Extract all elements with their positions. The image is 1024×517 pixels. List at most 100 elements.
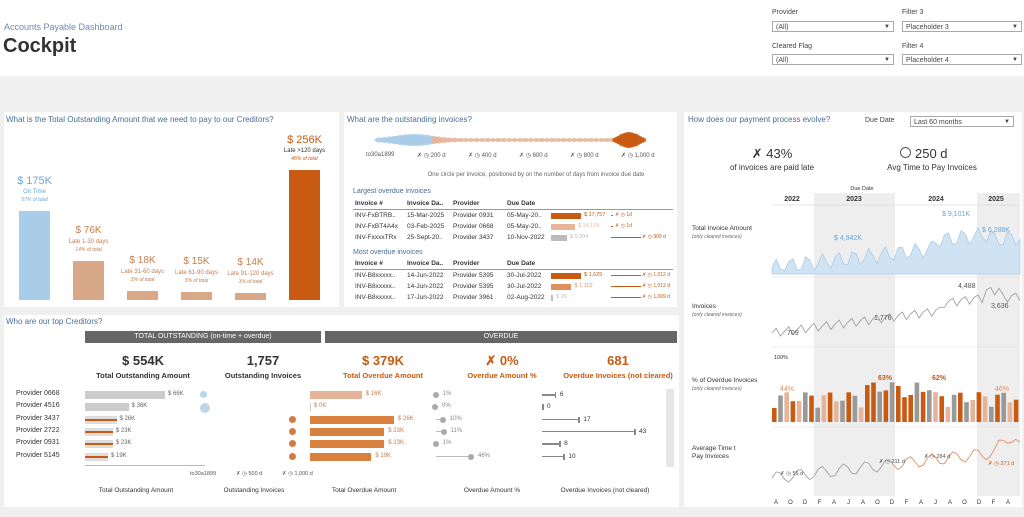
outstanding-bar[interactable]	[289, 170, 320, 300]
axis-tick-label: ✗ ◷ 600 d	[519, 153, 548, 159]
invoices-annotation: 709	[787, 330, 799, 337]
invoice-dot	[490, 137, 496, 143]
overdue-bar[interactable]	[310, 427, 385, 436]
overdue-bar[interactable]	[310, 391, 362, 399]
kpi-value: ✗ 0%	[485, 353, 519, 368]
pct-bar	[914, 382, 920, 422]
invoice-dot	[578, 137, 583, 143]
scrollbar[interactable]	[666, 389, 674, 467]
axis-footer: Total Outstanding Amount	[98, 487, 174, 494]
table-cell-due: 05-May-20..	[507, 212, 542, 219]
pct-bar	[896, 386, 901, 422]
provider-select[interactable]: (All) ▼	[772, 21, 894, 32]
count-line	[542, 418, 579, 421]
row-sublabel: (only cleared invoices)	[692, 234, 742, 240]
invoice-dot	[563, 138, 567, 142]
invoices-title: What are the outstanding invoices?	[347, 115, 472, 124]
pct-bar	[809, 395, 814, 422]
outstanding-bar[interactable]	[19, 211, 50, 300]
pct-bar	[821, 395, 827, 422]
pct-bar	[796, 400, 802, 422]
outstanding-bar-amount: $ 15K	[183, 256, 210, 268]
outstanding-bar[interactable]	[127, 290, 158, 300]
chevron-down-icon: ▼	[884, 24, 890, 30]
outstanding-bar-label: Late >120 days	[283, 148, 326, 154]
provider-name[interactable]: Provider 2722	[16, 426, 60, 434]
total-bar[interactable]	[85, 391, 165, 399]
filter4-select[interactable]: Placeholder 4 ▼	[902, 54, 1022, 65]
outstanding-bar-label: Late 31-60 days	[120, 268, 165, 275]
time-annotation: ✗ ◷ 271 d	[988, 460, 1014, 467]
pct-annotation: 62%	[932, 375, 947, 382]
table-cell-invoice[interactable]: INV-B8xxxxx..	[355, 283, 396, 290]
pct-bar	[1007, 402, 1013, 422]
provider-name[interactable]: Provider 3437	[16, 414, 60, 422]
overdue-value: $ 23K	[388, 440, 404, 447]
chevron-down-icon: ▼	[884, 57, 890, 63]
month-label: A	[948, 500, 952, 506]
creditors-title: Who are our top Creditors?	[6, 317, 103, 326]
count-value: 43	[639, 427, 647, 435]
due-date-select[interactable]: Last 60 months ▼	[910, 116, 1014, 127]
invoices-annotation: 1,776	[874, 315, 892, 322]
pct-bar	[989, 406, 994, 422]
outstanding-bar[interactable]	[235, 292, 266, 300]
pct-bar	[815, 407, 820, 422]
year-label: 2025	[988, 196, 1004, 203]
invoices-annotation: 4,488	[958, 283, 976, 290]
pct-bar	[858, 407, 864, 422]
outstanding-bar[interactable]	[181, 292, 212, 300]
creditors-panel: Who are our top Creditors? TOTAL OUTSTAN…	[4, 315, 679, 507]
table-cell-invoice[interactable]: INV-B8xxxxx..	[355, 294, 396, 301]
table-cell-invoice[interactable]: INV-FxBTRB..	[355, 212, 396, 219]
pct-bar	[970, 400, 975, 422]
invoice-dot	[289, 415, 296, 423]
count-tick	[542, 404, 544, 411]
row-sublabel: (only cleared invoices)	[692, 312, 742, 318]
amount-label: $ 9,394	[569, 234, 589, 240]
table-cell-invoice[interactable]: INV-B8xxxxx..	[355, 272, 396, 279]
overdue-bar[interactable]	[310, 452, 372, 461]
filter3-select[interactable]: Placeholder 3 ▼	[902, 21, 1022, 32]
cleared-flag-select[interactable]: (All) ▼	[772, 54, 894, 65]
pct-bar	[827, 392, 833, 422]
count-value: 10	[568, 452, 576, 460]
days-line	[611, 275, 641, 276]
month-label: O	[875, 500, 880, 506]
kpi-value: 681	[607, 353, 629, 368]
provider-name[interactable]: Provider 4516	[16, 402, 60, 410]
amount-bar	[551, 273, 581, 279]
invoice-dot	[200, 391, 207, 398]
overdue-bar[interactable]	[310, 440, 385, 449]
row-label: Invoices	[692, 303, 717, 310]
table-cell-due: 05-May-20..	[507, 223, 542, 230]
provider-name[interactable]: Provider 0668	[16, 390, 60, 397]
amount-label: $ 1,110	[574, 283, 593, 289]
table-cell-invoice[interactable]: INV-FxBT4A4x	[355, 223, 398, 230]
provider-name[interactable]: Provider 0931	[16, 439, 60, 447]
month-label: A	[1006, 500, 1010, 506]
pct-bar	[927, 390, 932, 422]
table-divider	[353, 269, 673, 270]
invoice-dot	[605, 137, 610, 143]
filter-label-provider: Provider	[772, 9, 799, 16]
pct-bar	[939, 396, 944, 422]
table-cell-due: 02-Aug-2022	[507, 294, 545, 301]
overdue-bar[interactable]	[310, 415, 394, 424]
overdue-bar[interactable]	[310, 403, 311, 412]
axis-line	[85, 465, 205, 466]
days-label: ✗ ◷ 1d	[615, 223, 632, 229]
amount-label: $ 20	[556, 294, 567, 300]
row-label-cont: Pay Invoices	[692, 453, 730, 460]
invoices-panel: What are the outstanding invoices? to30a…	[344, 112, 677, 307]
total-overdue-line	[85, 430, 113, 433]
table-cell-invoice[interactable]: INV-FxxxxTRx	[355, 234, 397, 241]
invoice-dot	[502, 137, 507, 143]
days-label: ✗ ◷ 909 d	[642, 234, 666, 240]
total-bar[interactable]	[85, 403, 129, 412]
breadcrumb[interactable]: Accounts Payable Dashboard	[4, 22, 123, 32]
provider-name[interactable]: Provider 5145	[16, 451, 60, 459]
outstanding-bar-amount: $ 175K	[17, 175, 52, 188]
pct-bar	[772, 408, 777, 422]
outstanding-bar[interactable]	[73, 261, 104, 300]
